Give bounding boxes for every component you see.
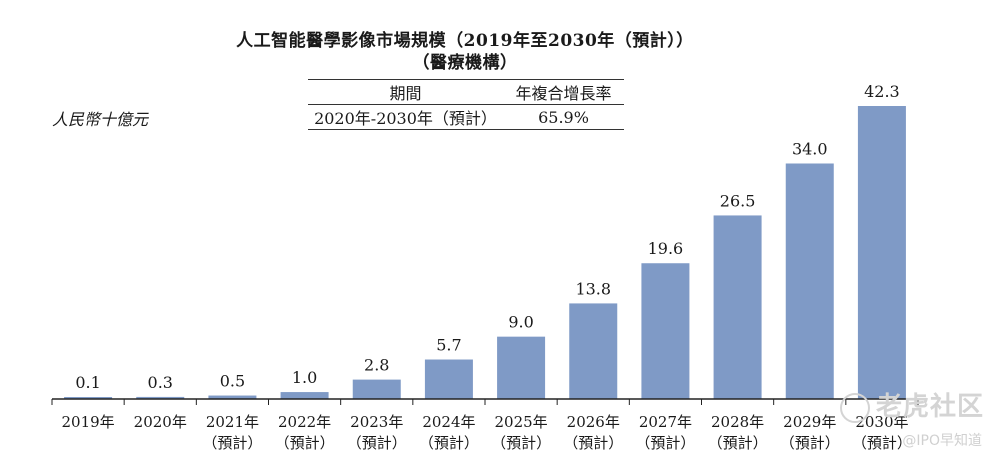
x-tick-sublabel: （預計）	[202, 434, 262, 452]
bar-value-label: 9.0	[508, 313, 533, 332]
bar-value-label: 19.6	[648, 239, 684, 258]
bar	[352, 379, 401, 399]
x-tick-sublabel: （預計）	[635, 434, 695, 452]
x-tick-label: 2029年	[783, 413, 836, 431]
cagr-rate-cell: 65.9%	[538, 107, 589, 127]
x-tick-label: 2022年	[278, 413, 331, 431]
bar	[569, 303, 618, 399]
bar-value-label: 0.1	[75, 373, 100, 392]
x-tick-sublabel: （預計）	[419, 434, 479, 452]
chart-subtitle: （醫療機構）	[412, 53, 518, 73]
cagr-header-rate: 年複合增長率	[515, 84, 612, 103]
cagr-period-cell: 2020年-2030年（預計）	[314, 109, 497, 128]
bar	[785, 163, 834, 399]
x-tick-label: 2019年	[61, 413, 114, 431]
y-axis-unit-label: 人民幣十億元	[52, 110, 149, 129]
x-tick-sublabel: （預計）	[275, 434, 335, 452]
x-tick-label: 2024年	[422, 413, 475, 431]
x-tick-label: 2026年	[567, 413, 620, 431]
x-tick-sublabel: （預計）	[491, 434, 551, 452]
watermark-logo-icon	[839, 392, 870, 423]
credit-text: @IPO早知道	[902, 433, 982, 449]
x-tick-label: 2023年	[350, 413, 403, 431]
x-tick-sublabel: （預計）	[780, 434, 840, 452]
chart-title: 人工智能醫學影像市場規模（2019年至2030年（預計））	[236, 31, 694, 51]
bar	[497, 336, 546, 399]
bar-value-label: 5.7	[436, 336, 461, 355]
cagr-table: 期間 年複合增長率 2020年-2030年（預計） 65.9%	[308, 79, 624, 130]
bar	[424, 359, 473, 399]
bar-value-label: 26.5	[720, 191, 756, 210]
x-tick-label: 2025年	[494, 413, 547, 431]
bar-value-label: 34.0	[792, 139, 828, 158]
cagr-table-row: 2020年-2030年（預計） 65.9%	[308, 105, 624, 130]
x-tick-label: 2021年	[206, 413, 259, 431]
x-tick-sublabel: （預計）	[563, 434, 623, 452]
bar-value-label: 0.5	[220, 372, 245, 391]
x-tick-sublabel: （預計）	[852, 434, 912, 452]
bar-value-label: 0.3	[148, 373, 173, 392]
bar-value-label: 2.8	[364, 356, 389, 375]
x-tick-label: 2020年	[134, 413, 187, 431]
x-tick-label: 2028年	[711, 413, 764, 431]
cagr-table-header-row: 期間 年複合增長率	[308, 79, 624, 105]
x-tick-label: 2030年	[855, 413, 908, 431]
bar-value-label: 1.0	[292, 368, 317, 387]
watermark: 老虎社区	[839, 386, 984, 423]
bar	[713, 215, 762, 399]
x-tick-sublabel: （預計）	[347, 434, 407, 452]
x-tick-sublabel: （預計）	[708, 434, 768, 452]
x-tick-label: 2027年	[639, 413, 692, 431]
watermark-text: 老虎社区	[875, 392, 984, 422]
cagr-header-period: 期間	[389, 84, 422, 103]
bar	[641, 263, 690, 399]
bar	[64, 397, 113, 399]
bar-value-label: 42.3	[864, 82, 900, 101]
bar	[857, 106, 906, 399]
bar-value-label: 13.8	[575, 279, 611, 298]
bar	[208, 395, 257, 399]
bar	[280, 392, 329, 399]
bar	[136, 396, 185, 399]
